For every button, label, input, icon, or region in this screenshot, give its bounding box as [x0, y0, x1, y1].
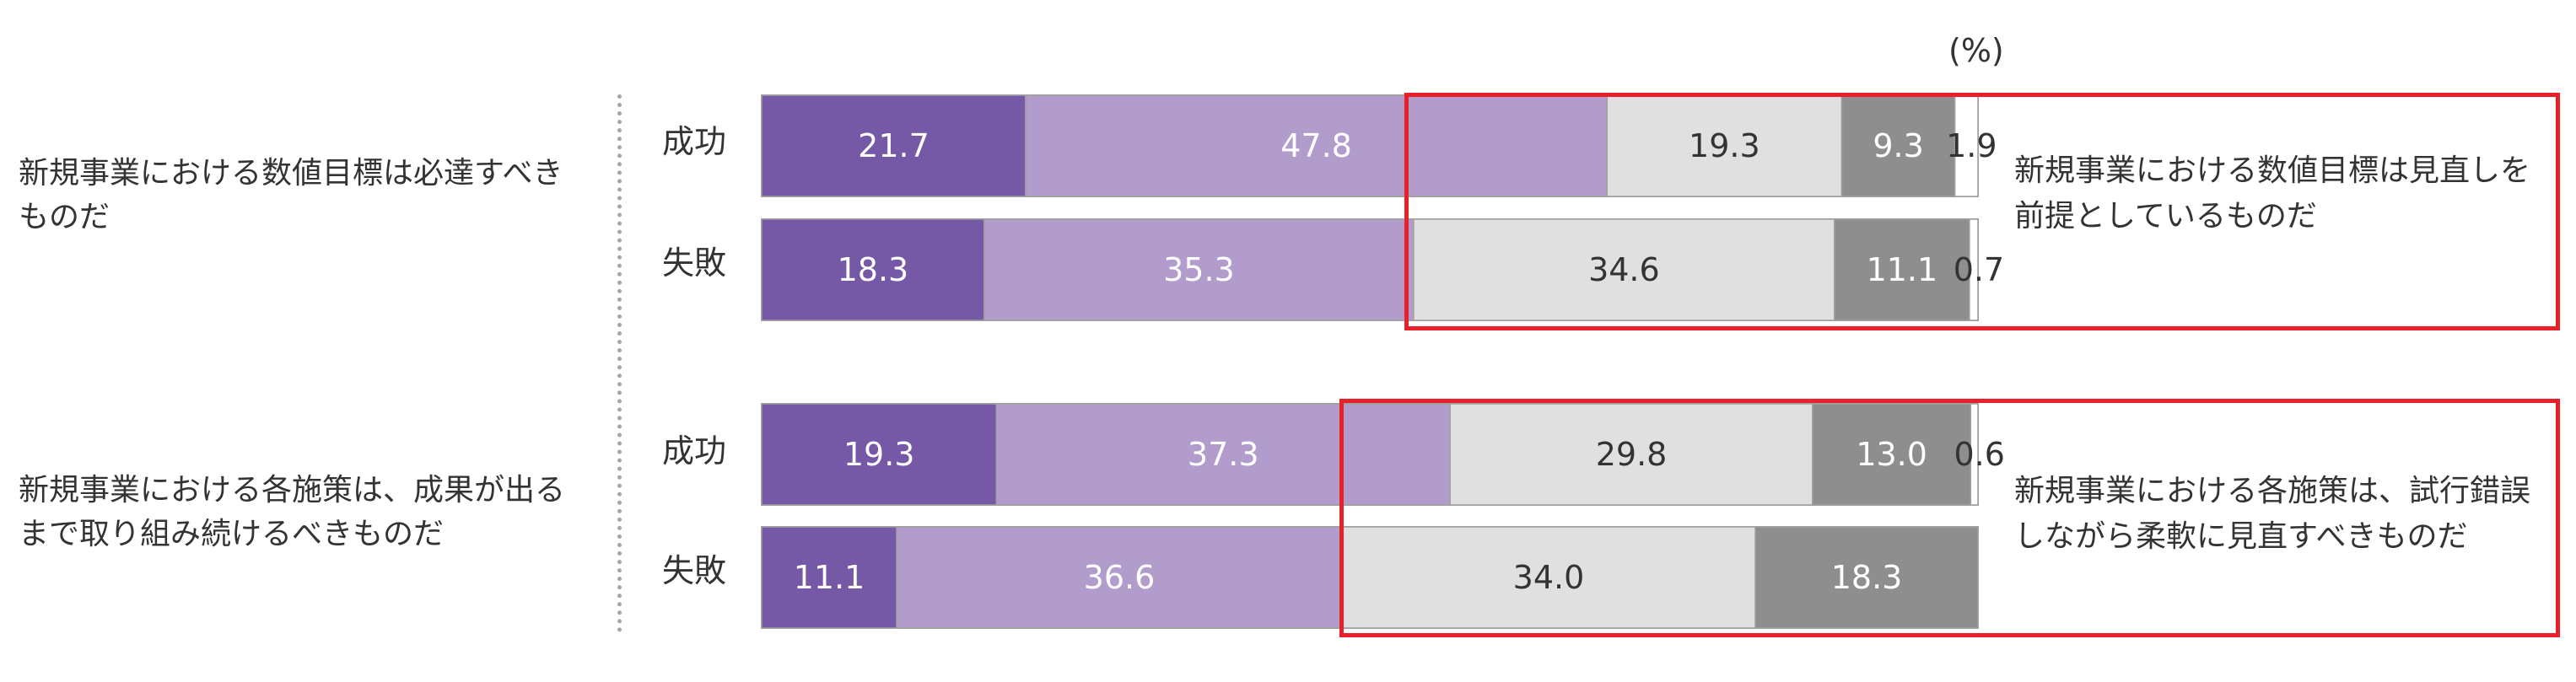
bar-segment [761, 403, 998, 506]
row-label-g2-success: 成功 [662, 432, 727, 470]
bar-segment [1413, 218, 1835, 321]
row-label-g1-success: 成功 [662, 123, 727, 160]
group1-left-statement: 新規事業における数値目標は必達すべきものだ [19, 156, 563, 234]
group2-right-statement: 新規事業における各施策は、試行錯誤しながら柔軟に見直すべきものだ [2014, 474, 2531, 554]
row-label-g2-failure: 失敗 [662, 552, 727, 589]
bar-segment [1812, 403, 1972, 506]
data-label: 29.8 [1596, 436, 1668, 473]
bar-segment [1970, 403, 1979, 506]
data-label: 34.0 [1513, 559, 1585, 596]
data-label: 36.6 [1084, 559, 1156, 596]
data-label: 11.1 [794, 559, 865, 596]
data-label: 34.6 [1588, 251, 1660, 288]
data-label: 18.3 [1831, 559, 1903, 596]
dotted-divider [617, 94, 622, 632]
bar-segment [1606, 94, 1843, 197]
data-label: 19.3 [843, 436, 915, 473]
data-label: 9.3 [1873, 127, 1923, 164]
data-label: 19.3 [1689, 127, 1760, 164]
bar-segment [1754, 526, 1979, 629]
group2-left-statement: 新規事業における各施策は、成果が出るまで取り組み続けるべきものだ [19, 473, 566, 551]
bar-segment [896, 526, 1343, 629]
data-label: 47.8 [1280, 127, 1352, 164]
bar-segment [1969, 218, 1979, 321]
bar-segment [1025, 94, 1608, 197]
row-label-g1-failure: 失敗 [662, 244, 727, 282]
data-label: 13.0 [1856, 436, 1927, 473]
data-label: 21.7 [858, 127, 930, 164]
bar-segment [761, 218, 985, 321]
highlight-box-group2 [1339, 399, 2560, 637]
bar-segment [1840, 94, 1956, 197]
group1-right-statement: 新規事業における数値目標は見直しを前提としているものだ [2014, 153, 2531, 234]
data-label: 37.3 [1188, 436, 1259, 473]
highlight-box-group1 [1404, 93, 2560, 330]
data-label: 11.1 [1867, 251, 1938, 288]
data-label: 18.3 [838, 251, 909, 288]
data-label: 1.9 [1946, 127, 1997, 164]
bar-segment [1341, 526, 1756, 629]
bar-segment [1834, 218, 1970, 321]
unit-label: (%) [1948, 32, 2004, 69]
data-label: 0.6 [1954, 436, 2004, 473]
bar-segment [995, 403, 1451, 506]
bar-segment [761, 526, 897, 629]
data-label: 35.3 [1163, 251, 1235, 288]
data-label: 0.7 [1954, 251, 2004, 288]
bar-segment [761, 94, 1027, 197]
